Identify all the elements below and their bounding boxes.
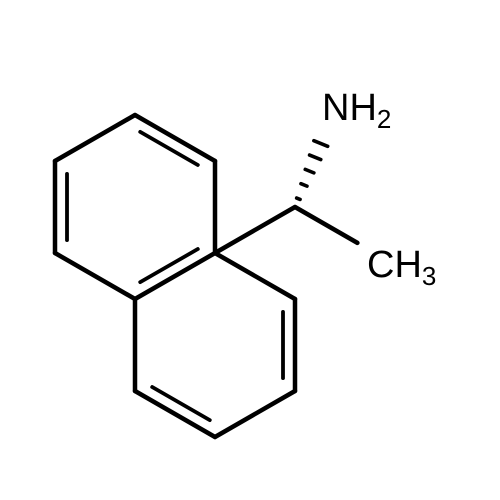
hash-dash	[314, 141, 328, 147]
bond	[215, 253, 295, 299]
molecule-diagram: NH2 CH3	[0, 0, 500, 500]
hash-dash	[297, 198, 300, 199]
atom-labels: NH2 CH3	[322, 87, 436, 291]
hash-dash	[310, 155, 321, 160]
hash-dash	[301, 184, 307, 186]
bond	[215, 207, 295, 253]
bond	[135, 115, 215, 161]
label-ch3: CH3	[367, 244, 436, 291]
bond	[135, 253, 215, 299]
bond	[55, 253, 135, 299]
bond	[295, 207, 357, 243]
label-nh2: NH2	[322, 87, 391, 134]
bond	[215, 391, 295, 437]
hash-dash	[305, 169, 314, 172]
hashed-wedge-bond	[297, 141, 328, 200]
bond	[135, 391, 215, 437]
bonds	[55, 115, 357, 437]
bond	[55, 115, 135, 161]
